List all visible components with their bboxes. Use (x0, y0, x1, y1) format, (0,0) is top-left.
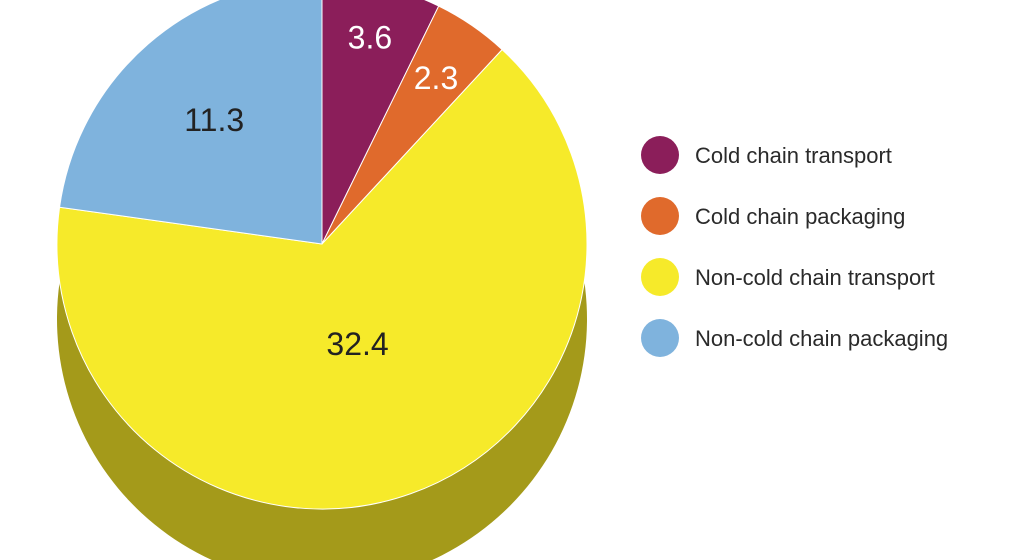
data-label-non-cold-chain-packaging: 11.3 (184, 102, 244, 138)
legend-swatch-non-cold-chain-transport (641, 258, 679, 296)
legend: Cold chain transport Cold chain packaging… (641, 136, 948, 357)
legend-label-non-cold-chain-transport: Non-cold chain transport (695, 265, 935, 290)
legend-label-cold-chain-transport: Cold chain transport (695, 143, 892, 168)
data-label-cold-chain-packaging: 2.3 (414, 60, 458, 96)
pie-value-labels: 3.6 2.3 32.4 11.3 (184, 19, 458, 361)
data-label-cold-chain-transport: 3.6 (348, 19, 392, 55)
legend-swatch-non-cold-chain-packaging (641, 319, 679, 357)
pie-slice-cold-chain-transport (321, 0, 440, 245)
pie-slices (56, 0, 588, 510)
legend-swatch-cold-chain-transport (641, 136, 679, 174)
legend-label-cold-chain-packaging: Cold chain packaging (695, 204, 905, 229)
data-label-non-cold-chain-transport: 32.4 (326, 326, 388, 362)
legend-swatch-cold-chain-packaging (641, 197, 679, 235)
pie-slice-non-cold-chain-transport (56, 48, 588, 510)
legend-label-non-cold-chain-packaging: Non-cold chain packaging (695, 326, 948, 351)
pie-slice-non-cold-chain-packaging (59, 0, 323, 245)
